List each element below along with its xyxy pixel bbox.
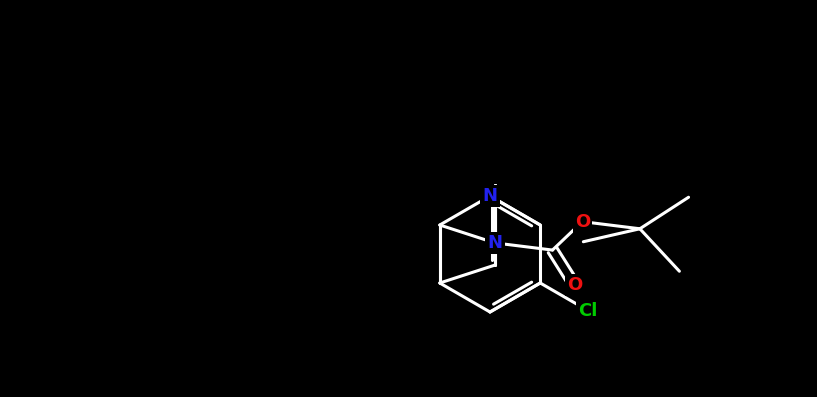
Text: O: O [567, 276, 582, 294]
Text: N: N [483, 187, 498, 205]
Text: N: N [488, 234, 502, 252]
Text: O: O [574, 213, 590, 231]
Text: Cl: Cl [578, 302, 597, 320]
